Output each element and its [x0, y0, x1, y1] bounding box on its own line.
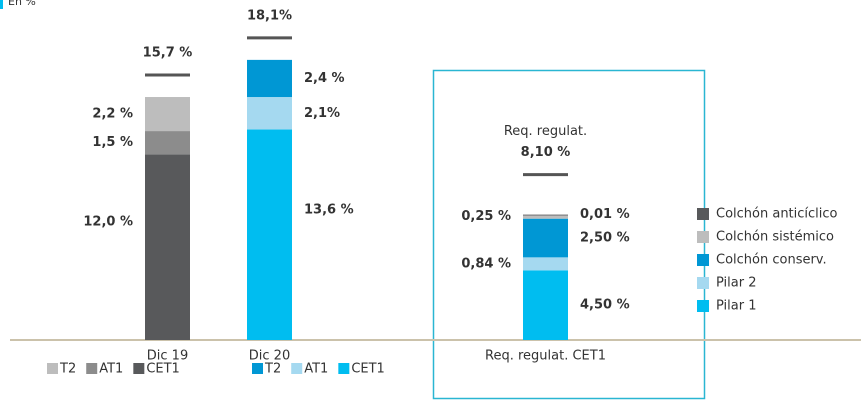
data-label: 2,1%: [304, 106, 340, 121]
legend-label: Pilar 2: [716, 276, 757, 291]
data-label: 0,01 %: [580, 207, 630, 222]
bar-segment: [247, 97, 292, 130]
bar-segment: [523, 218, 568, 258]
bar-segment: [247, 129, 292, 340]
data-label: 2,2 %: [92, 107, 133, 122]
subtitle: En %: [8, 0, 36, 8]
subtitle-marker: [0, 0, 3, 9]
legend-swatch: [697, 231, 709, 243]
total-label: 15,7 %: [143, 46, 193, 61]
bar-segment: [145, 131, 190, 155]
legend-swatch: [338, 363, 350, 374]
legend-swatch: [133, 363, 145, 374]
legend-swatch: [86, 363, 98, 374]
legend-swatch: [697, 208, 709, 220]
legend-label: AT1: [99, 362, 123, 377]
legend-label: Colchón sistémico: [716, 230, 834, 245]
category-label: Dic 20: [249, 349, 290, 364]
legend-label: T2: [59, 362, 76, 377]
legend-label: CET1: [146, 362, 180, 377]
legend-swatch: [697, 277, 709, 289]
category-label: Req. regulat. CET1: [485, 349, 606, 364]
data-label: 4,50 %: [580, 298, 630, 313]
bar-segment: [145, 154, 190, 340]
bar-segment: [523, 270, 568, 340]
data-label: 0,84 %: [461, 256, 511, 271]
legend-swatch: [697, 254, 709, 266]
data-label: 12,0 %: [83, 215, 133, 230]
data-label: 2,4 %: [304, 71, 345, 86]
total-title: Req. regulat.: [504, 124, 587, 139]
bar-segment: [523, 214, 568, 216]
legend-swatch: [252, 363, 263, 374]
bar-segment: [523, 214, 568, 219]
data-label: 2,50 %: [580, 231, 630, 246]
legend-label: AT1: [304, 362, 328, 377]
data-label: 0,25 %: [461, 209, 511, 224]
legend-swatch: [697, 300, 709, 312]
legend-swatch: [291, 363, 303, 374]
category-label: Dic 19: [147, 349, 188, 364]
legend-label: T2: [264, 362, 281, 377]
legend-label: Pilar 1: [716, 299, 757, 314]
total-label: 18,1%: [247, 8, 292, 23]
total-label: 8,10 %: [521, 145, 571, 160]
bar-segment: [145, 97, 190, 132]
data-label: 13,6 %: [304, 202, 354, 217]
legend-swatch: [47, 363, 58, 374]
legend-label: CET1: [351, 362, 385, 377]
data-label: 1,5 %: [92, 135, 133, 150]
bar-segment: [523, 257, 568, 271]
legend-label: Colchón anticíclico: [716, 207, 838, 222]
legend-label: Colchón conserv.: [716, 253, 827, 268]
bar-segment: [247, 59, 292, 98]
